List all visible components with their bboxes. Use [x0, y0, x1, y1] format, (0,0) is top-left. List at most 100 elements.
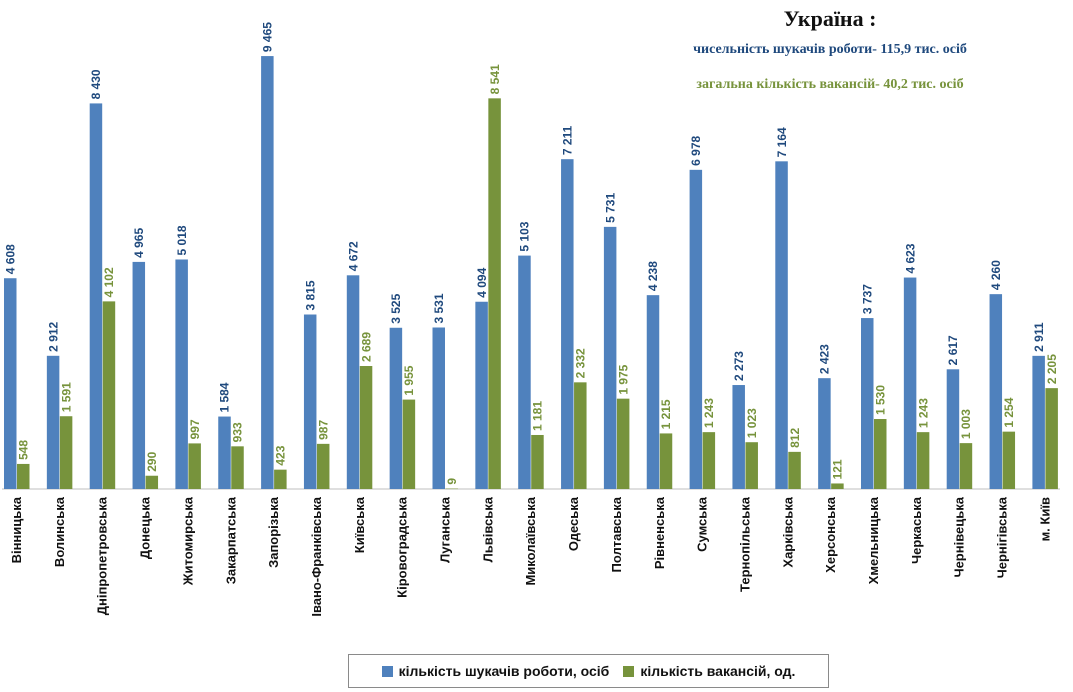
bar-job-seekers-2 — [89, 103, 103, 489]
bar-vacancies-8 — [359, 366, 373, 489]
bar-job-seekers-6 — [261, 56, 274, 489]
legend-swatch-vacancies — [623, 665, 635, 677]
bar-vacancies-5 — [231, 446, 244, 489]
bar-vacancies-21 — [916, 432, 930, 489]
bar-job-seekers-17 — [732, 385, 745, 489]
value-label-vacancies-23: 1 254 — [1002, 397, 1016, 427]
value-label-job-seekers-6: 9 465 — [261, 22, 275, 52]
category-label-2: Дніпропетровська — [95, 496, 110, 615]
category-label-1: Волинська — [52, 496, 67, 567]
category-label-12: Миколаївська — [523, 496, 538, 585]
bar-vacancies-0 — [17, 463, 30, 489]
bar-vacancies-13 — [574, 382, 587, 489]
category-label-23: Чернігівська — [995, 496, 1010, 578]
value-label-vacancies-8: 2 689 — [359, 332, 373, 362]
value-label-job-seekers-23: 4 260 — [989, 260, 1003, 290]
value-label-vacancies-3: 290 — [145, 451, 159, 471]
value-label-vacancies-11: 8 541 — [488, 64, 502, 94]
legend-item-vacancies: кількість вакансій, од. — [623, 663, 795, 679]
value-label-job-seekers-13: 7 211 — [561, 125, 575, 155]
value-label-job-seekers-8: 4 672 — [346, 241, 360, 271]
bar-vacancies-3 — [145, 475, 159, 489]
value-label-job-seekers-4: 5 018 — [175, 225, 189, 255]
bar-job-seekers-12 — [518, 255, 531, 489]
category-label-24: м. Київ — [1037, 497, 1052, 541]
value-label-vacancies-2: 4 102 — [102, 267, 116, 297]
bar-vacancies-6 — [274, 469, 287, 489]
chart-subtitle-vacancies: загальна кількість вакансій- 40,2 тис. о… — [696, 77, 964, 92]
bar-job-seekers-24 — [1032, 355, 1045, 489]
bar-vacancies-19 — [831, 483, 844, 489]
legend-label-vacancies: кількість вакансій, од. — [640, 663, 796, 679]
category-label-21: Черкаська — [909, 496, 924, 564]
value-label-job-seekers-9: 3 525 — [389, 293, 403, 323]
value-label-job-seekers-7: 3 815 — [303, 280, 317, 310]
chart-title: Україна : — [783, 6, 877, 31]
value-label-job-seekers-18: 7 164 — [775, 127, 789, 157]
bar-job-seekers-5 — [218, 416, 231, 489]
bar-job-seekers-3 — [132, 261, 146, 489]
bar-job-seekers-11 — [475, 301, 488, 489]
value-label-job-seekers-3: 4 965 — [132, 228, 146, 258]
bar-vacancies-16 — [702, 432, 716, 489]
category-label-22: Чернівецька — [952, 496, 967, 577]
value-label-job-seekers-15: 4 238 — [646, 261, 660, 291]
value-label-vacancies-22: 1 003 — [959, 409, 973, 439]
category-label-7: Івано-Франківська — [309, 496, 324, 616]
value-label-vacancies-9: 1 955 — [402, 365, 416, 395]
value-label-vacancies-21: 1 243 — [916, 398, 930, 428]
bar-job-seekers-4 — [175, 259, 188, 489]
value-label-vacancies-16: 1 243 — [702, 398, 716, 428]
bar-vacancies-1 — [59, 416, 73, 489]
value-label-vacancies-15: 1 215 — [659, 399, 673, 429]
value-label-vacancies-5: 933 — [231, 422, 245, 442]
value-label-vacancies-0: 548 — [17, 440, 31, 460]
value-label-vacancies-14: 1 975 — [616, 364, 630, 394]
bar-job-seekers-15 — [646, 295, 660, 489]
category-label-9: Кіровоградська — [395, 496, 410, 598]
bar-vacancies-22 — [959, 443, 973, 489]
bar-vacancies-15 — [659, 433, 673, 489]
bar-job-seekers-10 — [432, 327, 445, 489]
legend-swatch-job-seekers — [381, 665, 393, 677]
category-label-19: Херсонська — [823, 496, 838, 573]
bar-job-seekers-19 — [818, 378, 831, 489]
bar-vacancies-7 — [316, 443, 330, 489]
chart-subtitle-job-seekers: чисельність шукачів роботи- 115,9 тис. о… — [693, 42, 967, 57]
value-label-vacancies-7: 987 — [316, 420, 330, 440]
bar-job-seekers-21 — [903, 277, 917, 489]
value-label-job-seekers-2: 8 430 — [89, 69, 103, 99]
value-label-vacancies-13: 2 332 — [574, 348, 588, 378]
value-label-vacancies-19: 121 — [831, 459, 845, 479]
value-label-vacancies-4: 997 — [188, 419, 202, 439]
bar-job-seekers-13 — [561, 159, 574, 489]
legend-label-job-seekers: кількість шукачів роботи, осіб — [398, 663, 610, 679]
value-label-vacancies-17: 1 023 — [745, 408, 759, 438]
value-label-job-seekers-10: 3 531 — [432, 293, 446, 323]
value-label-vacancies-6: 423 — [274, 445, 288, 465]
category-label-16: Сумська — [695, 496, 710, 552]
category-label-13: Одеська — [566, 496, 581, 551]
bar-vacancies-11 — [488, 98, 501, 490]
category-label-14: Полтавська — [609, 496, 624, 572]
bar-job-seekers-22 — [946, 369, 960, 489]
category-label-20: Хмельницька — [866, 496, 881, 584]
bar-vacancies-17 — [745, 442, 758, 489]
value-label-job-seekers-12: 5 103 — [518, 221, 532, 251]
bar-job-seekers-20 — [861, 318, 874, 489]
value-label-vacancies-12: 1 181 — [531, 401, 545, 431]
value-label-vacancies-20: 1 530 — [874, 385, 888, 415]
bar-job-seekers-0 — [4, 278, 17, 489]
bar-job-seekers-18 — [775, 161, 788, 489]
bar-vacancies-4 — [188, 443, 201, 489]
category-label-0: Вінницька — [9, 496, 24, 563]
value-label-job-seekers-14: 5 731 — [603, 193, 617, 223]
value-label-job-seekers-17: 2 273 — [732, 351, 746, 381]
bar-vacancies-23 — [1002, 431, 1016, 489]
bar-job-seekers-23 — [989, 294, 1003, 489]
bar-job-seekers-8 — [346, 275, 360, 489]
legend-item-job-seekers: кількість шукачів роботи, осіб — [381, 663, 610, 679]
value-label-job-seekers-11: 4 094 — [475, 267, 489, 297]
value-label-job-seekers-1: 2 912 — [46, 321, 60, 351]
